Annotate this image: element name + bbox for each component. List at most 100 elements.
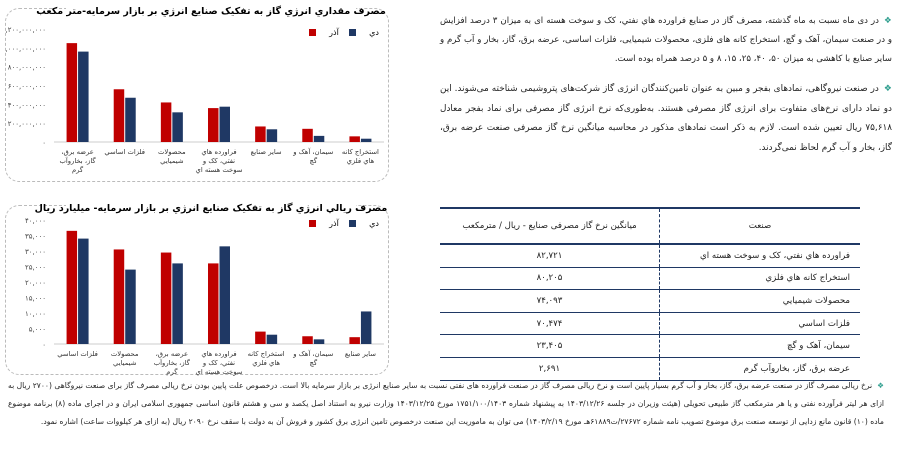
y-tick-label: ۰ [42,139,46,147]
industry-cell: سيمان، آهک و گچ [659,334,860,358]
bar-dey [360,311,372,344]
bar-azar [66,43,78,142]
bar-dey [266,129,278,142]
y-tick-label: ۱۰,۰۰۰ [25,310,46,318]
gas-volume-chart: مصرف مقداري انرژي گاز به تفکيک صنايع انر… [5,3,389,182]
category-label: سيمان، آهک و گچ [292,349,333,367]
bar-azar [302,336,313,344]
y-tick-label: ۰ [42,341,46,349]
rate-cell: ۸۲,۷۲۱ [440,244,661,268]
table-row: فراورده هاي نفتي، کک و سوخت هسته اي ۸۲,۷۲… [440,244,860,268]
bar-azar [349,337,360,344]
rate-cell: ۸۰,۲۰۵ [440,267,661,291]
legend-label: آذر [328,27,339,37]
category-label: فلزات اساسي [104,148,145,156]
category-label: محصولات شيميايي [158,148,186,165]
bar-azar [208,263,219,344]
bar-azar [160,102,172,142]
table-header-rate: میانگین نرخ گاز مصرفی صنایع - ریال / متر… [440,207,661,245]
category-label: ساير صنايع [345,350,376,358]
bar-dey [172,263,183,344]
gas-rate-table: صنعت میانگین نرخ گاز مصرفی صنایع - ریال … [440,207,860,381]
y-tick-label: ۲۰۰,۰۰۰,۰۰۰ [8,120,46,128]
y-tick-label: ۳۰,۰۰۰ [25,248,46,256]
rate-cell: ۷۰,۴۷۴ [440,312,661,336]
diamond-bullet-icon: ❖ [883,84,892,94]
y-tick-label: ۸۰۰,۰۰۰,۰۰۰ [8,64,46,72]
bar-azar [255,331,266,344]
y-tick-label: ۱۵,۰۰۰ [25,295,46,303]
paragraph-power-industry: ❖در صنعت نیروگاهی، نمادهای بفجر و مبین ب… [440,80,892,158]
legend-label: آذر [328,218,339,228]
bar-azar [113,249,125,344]
table-row: فلزات اساسي ۷۰,۴۷۴ [440,312,860,336]
table-row: عرضه برق، گاز، بخاروآب گرم ۲,۶۹۱ [440,357,860,381]
industry-cell: فراورده هاي نفتي، کک و سوخت هسته اي [659,244,860,268]
bar-dey [125,269,136,344]
bar-dey [125,97,136,142]
bar-dey [219,106,230,142]
bar-azar [302,128,313,142]
category-label: ساير صنايع [251,148,282,156]
legend-swatch-azar [309,29,316,36]
legend-swatch-dey [349,29,356,36]
bar-dey [78,51,89,142]
gas-rial-chart: مصرف ريالي انرژي گاز به تفکيک صنايع انرژ… [5,200,389,376]
category-label: سيمان، آهک و گچ [292,147,333,165]
category-label: عرضه برق، گاز، بخاروآب گرم [154,350,191,376]
bar-azar [255,126,266,142]
paragraph-rial-rate: ❖نرخ ریالی مصرف گاز در صنعت عرضه برق، گا… [8,377,884,431]
paragraph-monthly-change: ❖در دی ماه نسبت به ماه گذشته، مصرف گاز د… [440,12,892,69]
category-label: فلزات اساسي [57,350,98,358]
bar-dey [78,238,89,344]
industry-cell: استخراج کانه هاي فلزي [659,267,860,291]
industry-cell: محصولات شيميايي [659,289,860,313]
category-label: استخراج کانه هاي فلزي [248,350,285,367]
diamond-bullet-icon: ❖ [883,16,892,26]
legend-label: دي [369,28,379,37]
rate-cell: ۲,۶۹۱ [440,357,661,381]
category-label: فراورده هاي نفتي، کک و سوخت هسته اي [196,350,243,376]
bar-dey [313,135,325,142]
bar-azar [208,108,219,142]
legend-swatch-azar [309,220,316,227]
bar-dey [360,138,372,142]
bar-dey [266,334,278,344]
chart-title: مصرف مقداري انرژي گاز به تفکيک صنايع انر… [36,5,386,17]
industry-cell: فلزات اساسي [659,312,860,336]
table-header-industry: صنعت [659,207,860,245]
table-row: استخراج کانه هاي فلزي ۸۰,۲۰۵ [440,267,860,291]
rate-cell: ۷۴,۰۹۳ [440,289,661,313]
y-tick-label: ۲۵,۰۰۰ [25,264,46,272]
y-tick-label: ۴۰۰,۰۰۰,۰۰۰ [8,101,46,109]
bar-azar [66,230,78,344]
paragraph-text: در صنعت نیروگاهی، نمادهای بفجر و مبین به… [440,84,892,153]
category-label: استخراج کانه هاي فلزي [342,148,379,165]
legend-swatch-dey [349,220,356,227]
y-tick-label: ۶۰۰,۰۰۰,۰۰۰ [8,83,46,91]
chart-title: مصرف ريالي انرژي گاز به تفکيک صنايع انرژ… [35,202,388,214]
industry-cell: عرضه برق، گاز، بخاروآب گرم [659,357,860,381]
y-tick-label: ۲۰,۰۰۰ [25,279,46,287]
table-row: محصولات شيميايي ۷۴,۰۹۳ [440,289,860,313]
bar-azar [113,89,125,142]
bar-dey [172,112,183,142]
y-tick-label: ۵,۰۰۰ [29,326,46,334]
legend-label: دي [369,219,379,228]
table-row: سيمان، آهک و گچ ۲۳,۴۰۵ [440,334,860,358]
bar-dey [219,246,230,344]
paragraph-text: نرخ ریالی مصرف گاز در صنعت عرضه برق، گاز… [8,381,885,426]
y-tick-label: ۳۵,۰۰۰ [25,233,46,241]
category-label: فراورده هاي نفتي، کک و سوخت هسته اي [196,148,243,174]
y-tick-label: ۴۰,۰۰۰ [25,217,46,225]
bar-azar [349,136,360,142]
y-tick-label: ۱,۰۰۰,۰۰۰,۰۰۰ [6,45,46,53]
category-label: محصولات شيميايي [111,350,139,367]
diamond-bullet-icon: ❖ [877,381,885,390]
bar-azar [160,252,172,344]
paragraph-text: در دی ماه نسبت به ماه گذشته، مصرف گاز در… [440,16,892,64]
bar-dey [313,339,325,344]
rate-cell: ۲۳,۴۰۵ [440,334,661,358]
category-label: عرضه برق، گاز، بخاروآب گرم [59,148,96,174]
y-tick-label: ۱,۲۰۰,۰۰۰,۰۰۰ [6,26,46,34]
